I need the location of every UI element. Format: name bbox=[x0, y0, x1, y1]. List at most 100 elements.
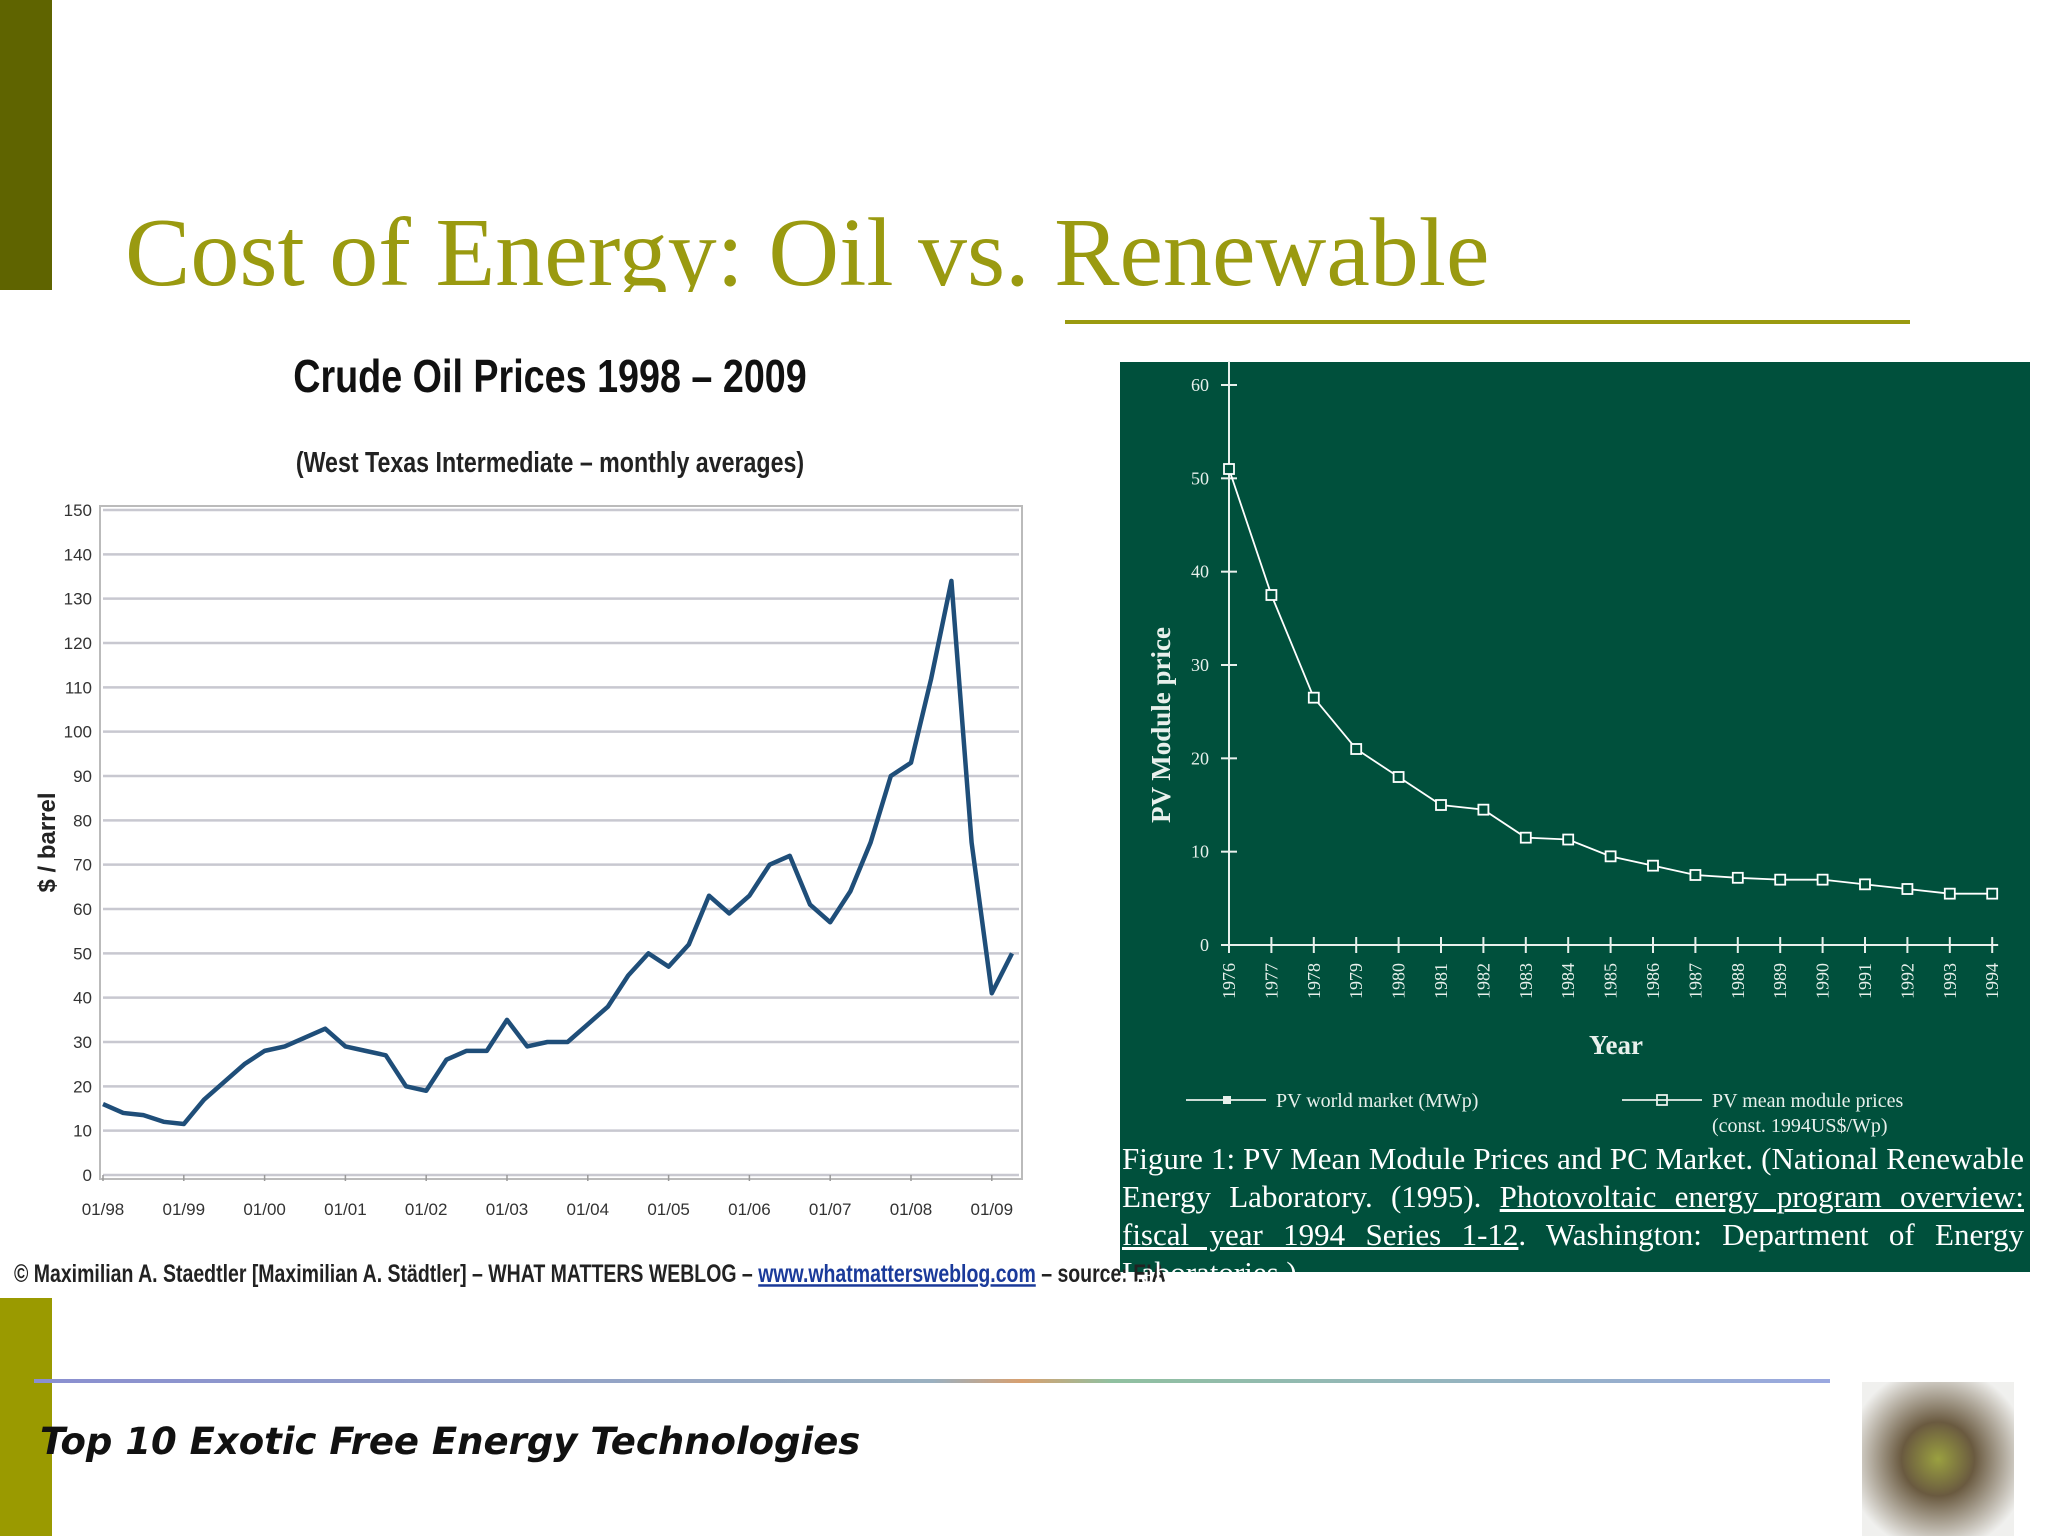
y-tick-label: 140 bbox=[64, 545, 92, 564]
data-point bbox=[1477, 803, 1490, 816]
data-point bbox=[1774, 873, 1787, 886]
data-point bbox=[1519, 831, 1532, 844]
pv-caption: Figure 1: PV Mean Module Prices and PC M… bbox=[1122, 1140, 2024, 1292]
x-tick-label: 01/03 bbox=[486, 1200, 529, 1219]
accent-bar bbox=[0, 0, 52, 290]
chart-title: Crude Oil Prices 1998 – 2009 bbox=[293, 350, 807, 401]
y-axis-label: $ / barrel bbox=[34, 792, 61, 892]
data-point bbox=[1223, 463, 1235, 475]
data-point bbox=[1986, 887, 1999, 900]
y-tick-label: 60 bbox=[73, 900, 92, 919]
data-point bbox=[1307, 691, 1320, 704]
legend-label: PV mean module prices bbox=[1712, 1090, 1903, 1112]
y-tick-label: 90 bbox=[73, 767, 92, 786]
data-point bbox=[1562, 833, 1575, 846]
x-tick-label: 01/05 bbox=[647, 1200, 690, 1219]
caption-text: Figure 1: PV Mean Module Prices and PC M… bbox=[1122, 1141, 2024, 1214]
data-point bbox=[1647, 859, 1659, 872]
data-point bbox=[1901, 883, 1914, 895]
y-tick-label: 10 bbox=[73, 1122, 92, 1141]
thumbnail bbox=[1862, 1382, 2014, 1536]
caption-text: . Washington: Department of Energy Labor… bbox=[1122, 1217, 2024, 1290]
slide-title: Cost of Energy: Oil vs. Renewable bbox=[125, 199, 1490, 307]
x-tick-label: 1988 bbox=[1728, 963, 1748, 999]
x-tick-label: 1985 bbox=[1601, 963, 1621, 999]
data-point bbox=[1859, 878, 1871, 891]
x-tick-label: 1981 bbox=[1431, 963, 1451, 999]
data-point bbox=[1731, 871, 1744, 884]
x-tick-label: 01/98 bbox=[82, 1200, 125, 1219]
x-tick-label: 01/04 bbox=[567, 1200, 610, 1219]
source-link: www.whatmattersweblog.com bbox=[757, 1260, 1035, 1288]
y-axis-label: PV Module price bbox=[1146, 627, 1176, 823]
x-tick-label: 1987 bbox=[1685, 963, 1705, 999]
y-tick-label: 0 bbox=[1200, 935, 1209, 955]
y-tick-label: 60 bbox=[1191, 375, 1209, 395]
x-tick-label: 1980 bbox=[1389, 963, 1409, 999]
x-tick-label: 01/09 bbox=[971, 1200, 1014, 1219]
y-tick-label: 130 bbox=[64, 590, 92, 609]
data-point bbox=[1350, 743, 1363, 755]
data-point bbox=[1816, 873, 1829, 886]
x-tick-label: 1979 bbox=[1346, 963, 1366, 999]
data-point bbox=[1689, 869, 1702, 881]
x-tick-label: 01/08 bbox=[890, 1200, 933, 1219]
data-point bbox=[1265, 589, 1278, 601]
y-tick-label: 50 bbox=[73, 944, 92, 963]
x-tick-label: 1986 bbox=[1643, 963, 1663, 999]
y-tick-label: 20 bbox=[73, 1077, 92, 1096]
plot-frame bbox=[99, 505, 1023, 1180]
chart-subtitle: (West Texas Intermediate – monthly avera… bbox=[296, 445, 804, 478]
y-tick-label: 70 bbox=[73, 856, 92, 875]
y-tick-label: 30 bbox=[1191, 655, 1209, 675]
y-tick-label: 50 bbox=[1191, 468, 1209, 488]
y-tick-label: 110 bbox=[65, 678, 92, 697]
x-tick-label: 01/00 bbox=[243, 1200, 286, 1219]
y-tick-label: 40 bbox=[73, 989, 92, 1008]
x-axis-label: Year bbox=[1589, 1030, 1643, 1060]
x-tick-label: 1982 bbox=[1473, 963, 1493, 999]
footer: Top 10 Exotic Free Energy Technologies bbox=[40, 1420, 861, 1463]
legend-swatch bbox=[1656, 1094, 1668, 1106]
x-tick-label: 1993 bbox=[1940, 963, 1960, 999]
data-point bbox=[1392, 771, 1405, 783]
x-tick-label: 1977 bbox=[1261, 963, 1281, 999]
x-tick-label: 1994 bbox=[1982, 963, 2002, 999]
x-tick-label: 1983 bbox=[1516, 963, 1536, 999]
data-point bbox=[1604, 850, 1617, 863]
legend-sublabel: (const. 1994US$/Wp) bbox=[1712, 1115, 1888, 1137]
x-tick-label: 1976 bbox=[1219, 963, 1239, 999]
legend-swatch bbox=[1223, 1096, 1231, 1104]
x-tick-label: 01/01 bbox=[324, 1200, 367, 1219]
y-tick-label: 80 bbox=[73, 811, 92, 830]
source-note: © Maximilian A. Staedtler [Maximilian A.… bbox=[14, 1260, 1166, 1288]
y-tick-label: 10 bbox=[1191, 842, 1209, 862]
title-mask bbox=[0, 292, 1700, 332]
source-text: © Maximilian A. Staedtler [Maximilian A.… bbox=[14, 1260, 758, 1288]
x-tick-label: 1984 bbox=[1558, 963, 1578, 999]
x-tick-label: 1991 bbox=[1855, 963, 1875, 999]
y-tick-label: 30 bbox=[73, 1033, 92, 1052]
x-tick-label: 01/99 bbox=[163, 1200, 206, 1219]
footer-rule bbox=[34, 1379, 1830, 1383]
data-point bbox=[1943, 887, 1956, 900]
pv-panel bbox=[1120, 362, 2030, 1272]
x-tick-label: 01/06 bbox=[728, 1200, 771, 1219]
price-line bbox=[102, 578, 1015, 1127]
caption-link: Photovoltaic energy program overview: fi… bbox=[1122, 1179, 2024, 1252]
y-tick-label: 120 bbox=[64, 634, 92, 653]
y-tick-label: 100 bbox=[64, 723, 92, 742]
y-tick-label: 0 bbox=[83, 1166, 92, 1185]
x-tick-label: 1990 bbox=[1813, 963, 1833, 999]
y-tick-label: 150 bbox=[64, 501, 92, 520]
x-tick-label: 1992 bbox=[1897, 963, 1917, 999]
data-point bbox=[1435, 799, 1447, 811]
x-tick-label: 01/07 bbox=[809, 1200, 852, 1219]
legend-label: PV world market (MWp) bbox=[1276, 1090, 1478, 1112]
accent-bar bbox=[0, 1298, 52, 1536]
source-text: – source: EIA bbox=[1036, 1260, 1166, 1288]
y-tick-label: 40 bbox=[1191, 562, 1209, 582]
x-tick-label: 1978 bbox=[1304, 963, 1324, 999]
